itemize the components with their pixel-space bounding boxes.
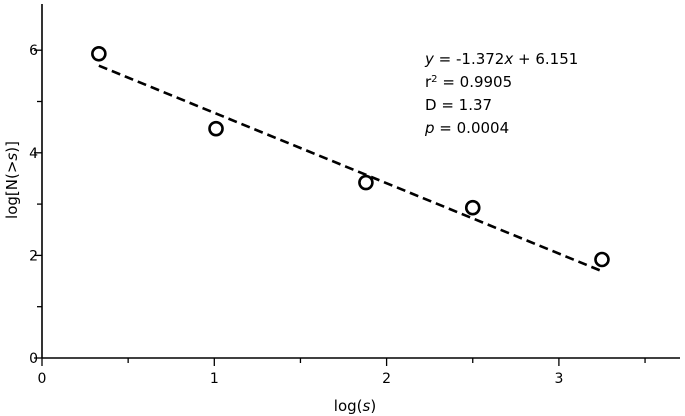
d-annotation: D = 1.37 <box>425 96 492 114</box>
y-tick-label: 4 <box>29 146 38 162</box>
data-point <box>208 120 224 137</box>
data-point <box>358 174 374 191</box>
x-tick-label: 1 <box>210 371 219 387</box>
y-tick-label: 0 <box>29 351 38 367</box>
data-point <box>594 251 610 268</box>
x-tick-label: 0 <box>38 371 47 387</box>
regression-line <box>98 64 603 273</box>
data-point <box>91 45 107 62</box>
fit-annotations: y = -1.372x + 6.151 r2 = 0.9905 D = 1.37… <box>424 50 578 137</box>
p-annotation: p = 0.0004 <box>424 119 509 137</box>
y-axis-label: log[N(>s)] <box>3 141 21 219</box>
x-tick-label: 2 <box>382 371 391 387</box>
data-point <box>464 199 481 216</box>
x-axis-label: log(s) <box>334 397 376 415</box>
y-tick-label: 6 <box>29 43 38 59</box>
x-tick-label: 3 <box>554 371 563 387</box>
data-points <box>91 45 610 268</box>
equation-annotation: y = -1.372x + 6.151 <box>424 50 578 68</box>
fit-line-group <box>98 64 603 273</box>
y-tick-label: 2 <box>29 248 38 264</box>
r2-annotation: r2 = 0.9905 <box>425 73 512 91</box>
axis-ticks: 0 1 2 3 0 2 4 6 <box>29 43 646 387</box>
axes <box>41 4 680 359</box>
